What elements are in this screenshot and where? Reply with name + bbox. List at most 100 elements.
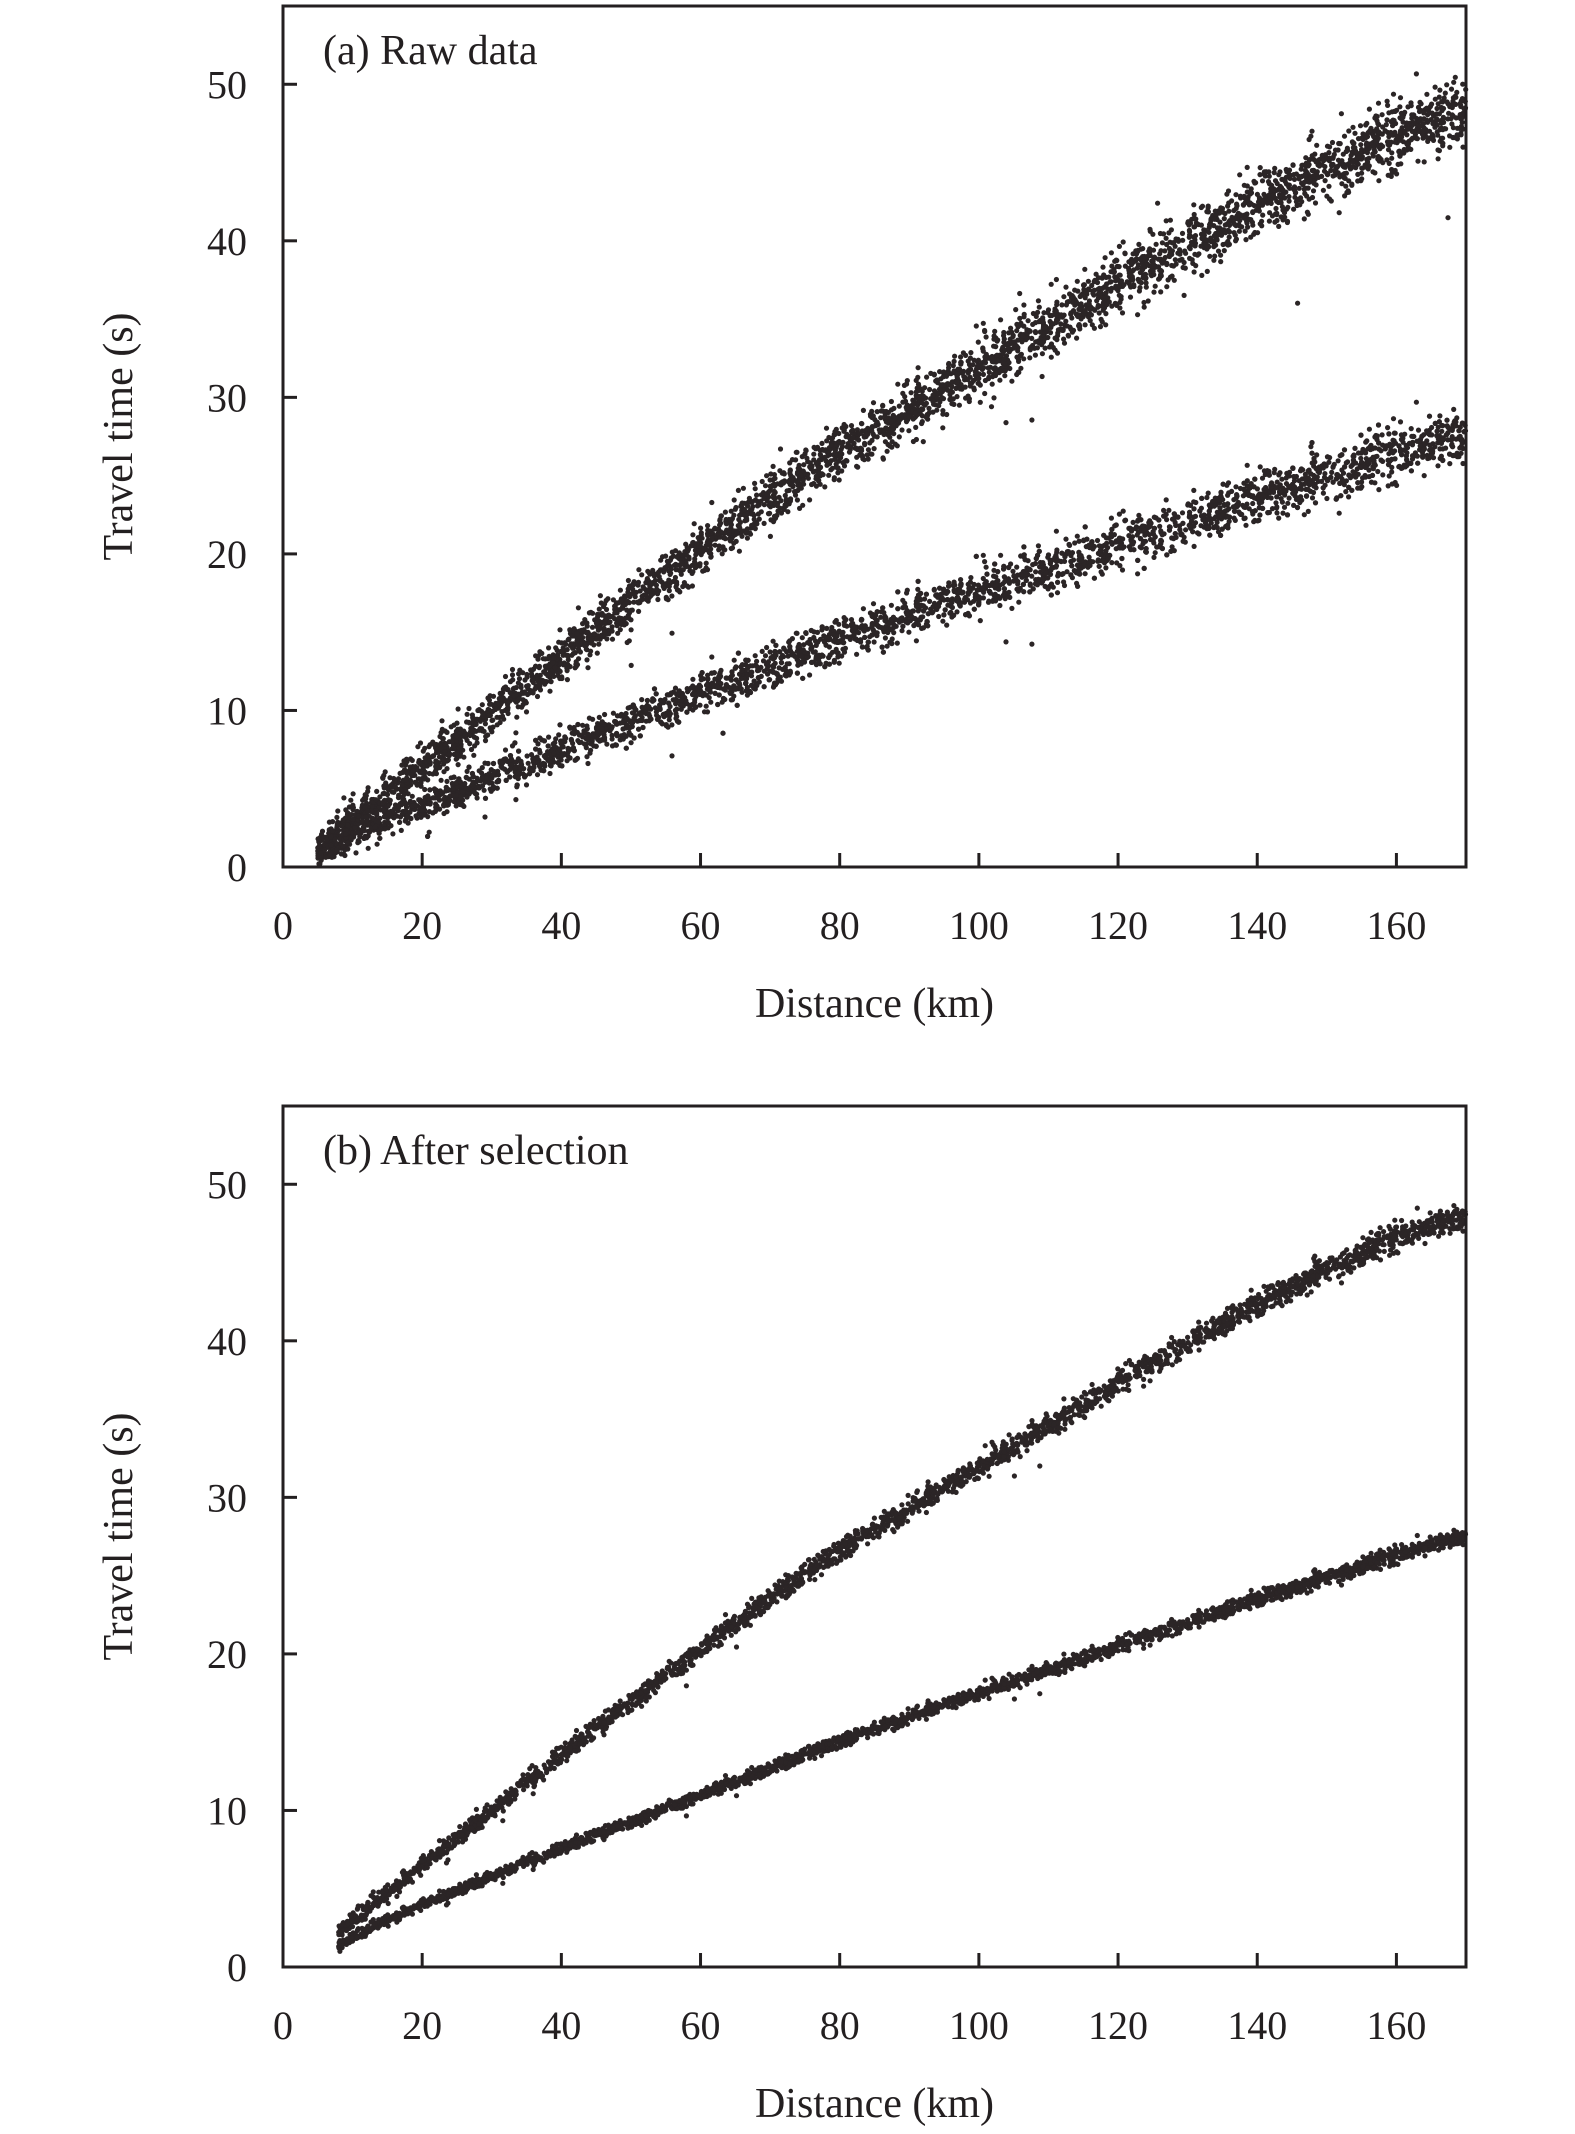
data-point [501, 716, 507, 722]
data-point [1127, 294, 1134, 300]
data-point [738, 503, 744, 509]
data-point [1087, 311, 1093, 317]
data-point [679, 552, 686, 558]
data-point [436, 754, 443, 760]
data-point [1116, 264, 1122, 270]
data-point [1225, 203, 1231, 209]
data-point [764, 498, 770, 504]
data-point [1285, 204, 1291, 210]
data-point [1291, 206, 1297, 212]
data-point [940, 425, 946, 431]
data-point [1254, 191, 1260, 197]
data-point [1109, 263, 1115, 269]
data-point [392, 778, 398, 784]
data-point [499, 696, 505, 702]
data-point [590, 716, 596, 722]
data-point [1439, 106, 1445, 112]
data-point [473, 721, 479, 728]
data-point [1183, 250, 1189, 256]
data-point [1136, 288, 1142, 294]
data-point [660, 583, 666, 589]
data-point [904, 407, 910, 413]
data-point [888, 398, 895, 405]
data-point [1333, 169, 1339, 175]
data-point [1120, 239, 1126, 245]
data-point [497, 690, 503, 697]
data-point [523, 709, 530, 715]
data-point [1222, 222, 1228, 228]
data-point [563, 641, 569, 647]
data-point [1198, 222, 1204, 228]
data-point [1233, 192, 1239, 198]
data-point [997, 377, 1003, 383]
data-point [958, 354, 964, 360]
data-point [391, 789, 397, 795]
data-point [787, 460, 793, 466]
data-point [1343, 489, 1349, 495]
data-point [1128, 272, 1134, 278]
data-point [399, 762, 405, 768]
data-point [447, 751, 453, 757]
data-point [766, 511, 772, 517]
data-point [455, 706, 461, 712]
data-point [822, 484, 828, 490]
data-point [829, 436, 835, 442]
data-point [880, 456, 887, 462]
data-point [1444, 99, 1450, 105]
data-point [1146, 248, 1152, 254]
data-point [576, 648, 582, 654]
data-point [609, 628, 615, 634]
data-point [1420, 129, 1426, 135]
data-point [1239, 224, 1245, 230]
data-point [1447, 144, 1453, 150]
data-point [927, 386, 933, 393]
data-point [1006, 330, 1012, 336]
data-point [1221, 248, 1227, 254]
data-point [785, 509, 791, 515]
data-point [863, 431, 869, 437]
data-point [1410, 112, 1416, 118]
data-point [1277, 169, 1283, 175]
data-point [1346, 494, 1352, 500]
data-point [1404, 141, 1410, 147]
data-point [1457, 100, 1463, 107]
data-point [987, 364, 994, 370]
data-point [557, 627, 563, 633]
data-point [1152, 283, 1158, 289]
data-point [1374, 118, 1380, 124]
data-point [602, 601, 608, 607]
data-point [1284, 218, 1291, 224]
data-point [936, 403, 942, 409]
data-point [1203, 237, 1209, 243]
data-point [1140, 275, 1146, 281]
data-point [1096, 310, 1102, 316]
data-point [666, 588, 672, 594]
data-point [1075, 313, 1081, 320]
data-point [509, 672, 516, 678]
data-point [1245, 197, 1251, 203]
data-point [1417, 99, 1423, 105]
data-point [605, 596, 611, 602]
data-point [885, 430, 892, 436]
data-point [947, 396, 953, 403]
data-point [422, 745, 428, 751]
data-point [813, 483, 820, 489]
data-point [433, 763, 439, 770]
data-point [693, 552, 699, 558]
data-point [1400, 119, 1406, 125]
data-point [334, 814, 340, 821]
data-point [635, 582, 641, 588]
data-point [569, 633, 575, 639]
data-point [1355, 136, 1362, 142]
data-point [624, 599, 630, 605]
data-point [654, 586, 660, 592]
data-point [610, 597, 617, 603]
data-point [841, 463, 848, 469]
data-point [1363, 135, 1369, 141]
data-point [823, 425, 830, 431]
data-point [975, 339, 981, 345]
data-point [1309, 128, 1315, 134]
data-point [938, 376, 944, 382]
data-point [1216, 231, 1222, 238]
data-point [558, 660, 564, 667]
